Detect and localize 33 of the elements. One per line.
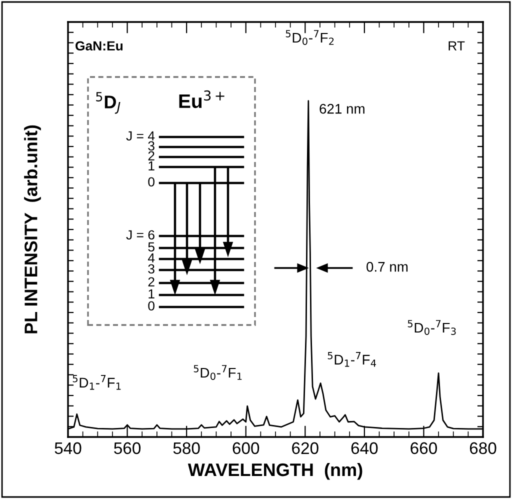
x-tick-label: 600 xyxy=(232,442,260,454)
text: RT xyxy=(448,41,465,50)
annotation: 2 xyxy=(148,277,154,286)
x-tick-label: 580 xyxy=(173,442,200,454)
annotation: 5 xyxy=(148,242,154,252)
annotation: $^{5}$D$_{J}$ xyxy=(96,92,120,114)
x-tick-label: 560 xyxy=(114,442,141,454)
annotation: 0 xyxy=(148,301,154,311)
text: GaN:Eu xyxy=(76,41,123,51)
x-tick-label: 540 xyxy=(54,442,82,454)
annotation: Eu$^{3+}$ xyxy=(179,90,224,108)
x-tick-label: 660 xyxy=(410,442,437,454)
annotation: J = 6 xyxy=(126,230,154,240)
annotation: $^{5}$D$_{0}$-$^{7}$F$_{1}$ xyxy=(194,365,242,380)
annotation: 1 xyxy=(148,161,154,170)
x-tick-label: 620 xyxy=(292,442,318,454)
x-tick-label: 680 xyxy=(470,442,496,454)
annotation: 4 xyxy=(148,253,155,262)
annotation: 0.7 nm xyxy=(366,262,408,272)
annotation: 1 xyxy=(148,289,154,298)
annotation: 3 xyxy=(148,141,154,151)
text: $^{5}$D$_{0}$-$^{7}$F$_{2}$ xyxy=(286,30,334,45)
annotation: 0 xyxy=(148,177,154,187)
annotation: 3 xyxy=(148,264,154,274)
annotation: 2 xyxy=(148,151,154,160)
y-axis-title: PL INTENSITY (arb.unit) xyxy=(24,125,41,334)
x-tick-label: 640 xyxy=(351,442,378,454)
x-axis-title: WAVELENGTH (nm) xyxy=(188,462,362,480)
annotation: $^{5}$D$_{0}$-$^{7}$F$_{3}$ xyxy=(408,320,456,335)
annotation: $^{5}$D$_{1}$-$^{7}$F$_{1}$ xyxy=(72,375,121,390)
annotation: $^{5}$D$_{1}$-$^{7}$F$_{4}$ xyxy=(328,352,376,367)
annotation: J = 4 xyxy=(126,131,155,141)
annotation: 621 nm xyxy=(320,104,364,114)
